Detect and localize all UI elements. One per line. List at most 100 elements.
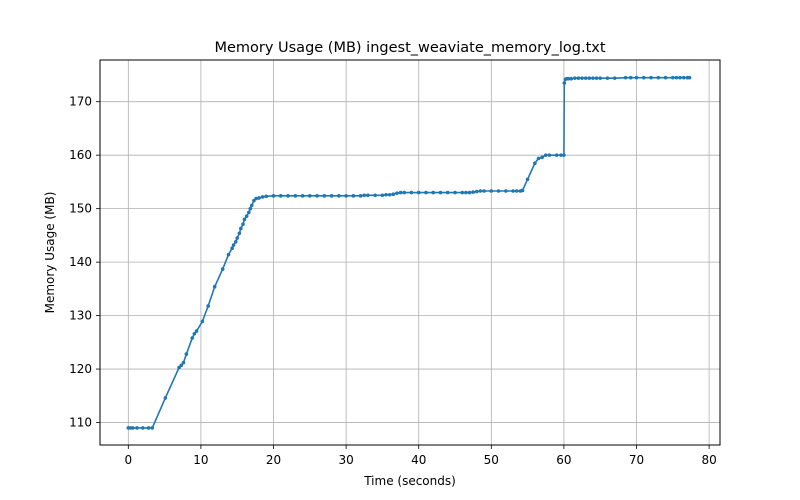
data-point bbox=[471, 190, 475, 194]
grid bbox=[100, 60, 720, 445]
y-tick-label: 170 bbox=[69, 95, 92, 109]
x-tick-label: 0 bbox=[124, 453, 132, 467]
data-point bbox=[380, 193, 385, 198]
data-point bbox=[315, 194, 319, 198]
data-point bbox=[424, 190, 428, 195]
data-point bbox=[649, 75, 653, 80]
y-axis-label: Memory Usage (MB) bbox=[43, 192, 57, 314]
data-point bbox=[286, 194, 290, 198]
data-point bbox=[239, 226, 243, 231]
data-point bbox=[337, 194, 341, 198]
data-point bbox=[163, 396, 168, 400]
data-point bbox=[235, 236, 240, 240]
data-point bbox=[254, 196, 258, 201]
data-point bbox=[179, 363, 184, 368]
data-point bbox=[308, 194, 312, 198]
x-tick-label: 30 bbox=[338, 453, 353, 467]
data-point bbox=[671, 75, 675, 80]
data-point bbox=[231, 243, 236, 247]
data-point bbox=[135, 426, 139, 430]
data-point bbox=[573, 76, 577, 80]
y-tick-label: 130 bbox=[69, 309, 92, 323]
data-point bbox=[525, 177, 530, 182]
axis-ticks: 0 10 20 30 40 50 60 70 80 110 120 130 140 150 160 170 bbox=[69, 95, 717, 467]
data-point bbox=[322, 194, 327, 198]
data-point bbox=[146, 426, 151, 430]
data-point bbox=[474, 189, 479, 194]
data-point bbox=[329, 194, 334, 198]
data-point bbox=[594, 76, 599, 80]
y-tick-label: 120 bbox=[69, 362, 92, 376]
data-point bbox=[212, 284, 217, 289]
data-point bbox=[194, 329, 199, 333]
data-point bbox=[445, 190, 450, 195]
data-point bbox=[362, 193, 367, 198]
x-tick-label: 50 bbox=[484, 453, 499, 467]
data-point bbox=[387, 192, 392, 197]
data-point bbox=[226, 252, 231, 257]
data-point bbox=[358, 194, 363, 198]
data-point bbox=[562, 81, 567, 85]
data-point bbox=[409, 190, 414, 195]
data-point bbox=[431, 190, 436, 195]
data-point bbox=[257, 196, 261, 200]
data-point bbox=[464, 190, 468, 195]
data-point bbox=[520, 188, 525, 193]
data-point bbox=[482, 189, 486, 193]
data-point bbox=[641, 75, 646, 80]
data-point bbox=[598, 76, 603, 80]
x-axis-label: Time (seconds) bbox=[363, 474, 456, 488]
data-point bbox=[566, 76, 571, 81]
data-point bbox=[687, 75, 692, 80]
data-point bbox=[478, 189, 483, 193]
data-point bbox=[576, 76, 581, 80]
data-point bbox=[241, 222, 245, 226]
data-point bbox=[391, 192, 396, 197]
data-point bbox=[278, 194, 283, 198]
data-point bbox=[271, 194, 276, 198]
plot-series bbox=[126, 75, 692, 430]
chart-title: Memory Usage (MB) ingest_weaviate_memory… bbox=[214, 40, 605, 56]
data-point bbox=[230, 246, 234, 251]
data-point bbox=[260, 195, 265, 199]
data-point bbox=[591, 76, 595, 80]
data-point bbox=[184, 352, 189, 356]
data-point bbox=[460, 190, 465, 195]
data-point bbox=[384, 192, 388, 197]
data-point bbox=[540, 155, 544, 160]
data-point bbox=[237, 231, 242, 236]
data-point bbox=[300, 194, 305, 198]
data-point bbox=[242, 217, 247, 222]
data-point bbox=[206, 304, 210, 308]
data-point bbox=[533, 161, 537, 165]
data-point bbox=[562, 153, 566, 157]
data-point bbox=[453, 190, 457, 195]
data-point bbox=[674, 75, 679, 80]
data-point bbox=[181, 360, 186, 365]
data-point bbox=[366, 193, 370, 198]
data-point bbox=[192, 331, 197, 336]
x-tick-label: 40 bbox=[411, 453, 426, 467]
data-point bbox=[248, 206, 253, 211]
data-point bbox=[200, 319, 205, 324]
x-tick-label: 80 bbox=[701, 453, 716, 467]
data-point bbox=[678, 75, 682, 80]
data-point bbox=[569, 76, 573, 81]
data-point bbox=[249, 203, 254, 208]
y-tick-label: 110 bbox=[69, 416, 92, 430]
data-point bbox=[628, 75, 633, 80]
data-point bbox=[489, 189, 494, 193]
data-point bbox=[496, 189, 501, 193]
data-point bbox=[605, 76, 610, 80]
x-tick-label: 60 bbox=[556, 453, 571, 467]
data-point bbox=[583, 76, 588, 80]
data-point bbox=[587, 76, 592, 80]
data-point bbox=[398, 190, 403, 195]
plot-frame bbox=[99, 59, 721, 446]
data-point bbox=[663, 75, 668, 80]
data-point bbox=[293, 194, 298, 198]
data-point bbox=[547, 153, 552, 157]
data-point bbox=[559, 153, 563, 157]
